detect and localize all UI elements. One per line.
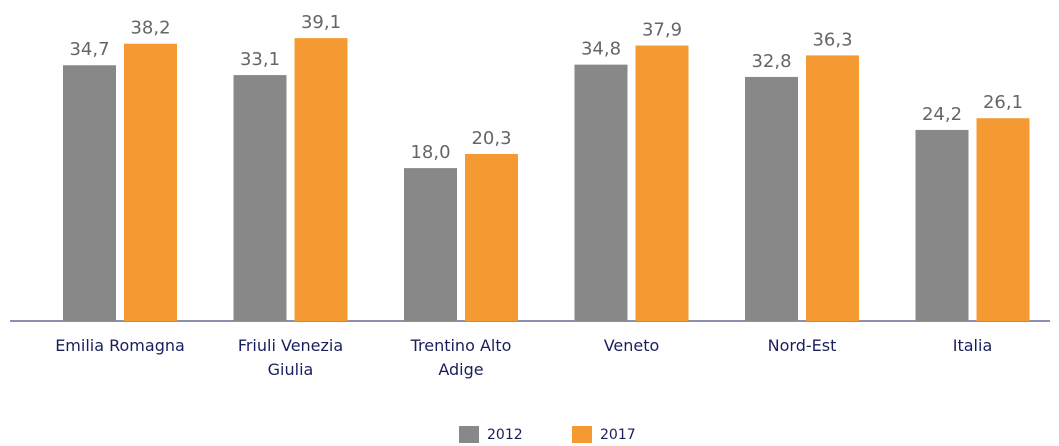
- bar: [294, 38, 348, 321]
- legend-label: 2012: [487, 427, 523, 443]
- bar: [63, 65, 116, 321]
- x-tick-label: Friuli Venezia Giulia: [237, 336, 344, 379]
- bar: [635, 45, 689, 321]
- x-tick-label: Trentino Alto Adige: [410, 336, 512, 379]
- value-label: 37,9: [642, 20, 682, 41]
- bar: [574, 64, 628, 321]
- bar: [745, 76, 798, 322]
- value-label: 32,8: [751, 51, 791, 72]
- bar: [404, 168, 457, 321]
- bar: [233, 75, 287, 321]
- value-label: 34,7: [69, 39, 109, 60]
- x-tick-label: Veneto: [603, 336, 660, 355]
- value-label: 18,0: [410, 142, 450, 163]
- value-label: 34,8: [581, 39, 621, 60]
- bar: [976, 118, 1030, 321]
- bar: [806, 55, 859, 321]
- value-label: 33,1: [240, 49, 280, 70]
- x-tick-label: Emilia Romagna: [55, 336, 185, 355]
- bar: [124, 43, 177, 322]
- legend-swatch: [459, 426, 479, 443]
- value-label: 26,1: [983, 92, 1023, 113]
- value-label: 20,3: [471, 128, 511, 149]
- legend-swatch: [572, 426, 592, 443]
- bar: [915, 129, 969, 321]
- x-tick-label: Nord-Est: [767, 336, 837, 355]
- bar: [465, 153, 518, 321]
- value-label: 39,1: [301, 12, 341, 33]
- value-label: 24,2: [922, 104, 962, 125]
- legend-label: 2017: [600, 427, 636, 443]
- value-label: 36,3: [812, 29, 852, 50]
- x-tick-label: Italia: [952, 336, 993, 355]
- value-label: 38,2: [130, 18, 170, 39]
